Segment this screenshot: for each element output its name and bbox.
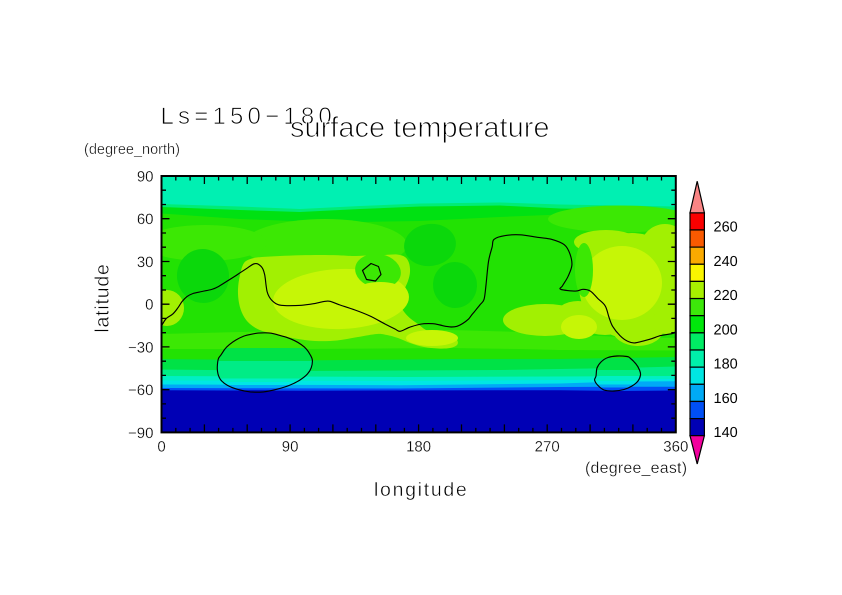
svg-text:200: 200: [714, 322, 738, 338]
svg-text:220: 220: [714, 288, 738, 304]
svg-text:30: 30: [137, 254, 154, 271]
svg-text:−60: −60: [128, 382, 153, 399]
svg-text:90: 90: [282, 439, 299, 456]
svg-text:360: 360: [663, 439, 688, 456]
svg-text:−90: −90: [128, 425, 153, 442]
svg-text:180: 180: [406, 439, 431, 456]
svg-text:180: 180: [714, 357, 738, 373]
svg-text:0: 0: [157, 439, 165, 456]
svg-text:160: 160: [714, 391, 738, 407]
svg-text:90: 90: [137, 168, 154, 185]
svg-text:240: 240: [714, 254, 738, 270]
svg-text:latitude: latitude: [92, 263, 114, 332]
svg-text:−30: −30: [128, 339, 153, 356]
svg-text:270: 270: [535, 439, 560, 456]
svg-text:0: 0: [145, 297, 153, 314]
svg-text:260: 260: [714, 219, 738, 235]
svg-text:60: 60: [137, 211, 154, 228]
svg-text:140: 140: [714, 425, 738, 441]
